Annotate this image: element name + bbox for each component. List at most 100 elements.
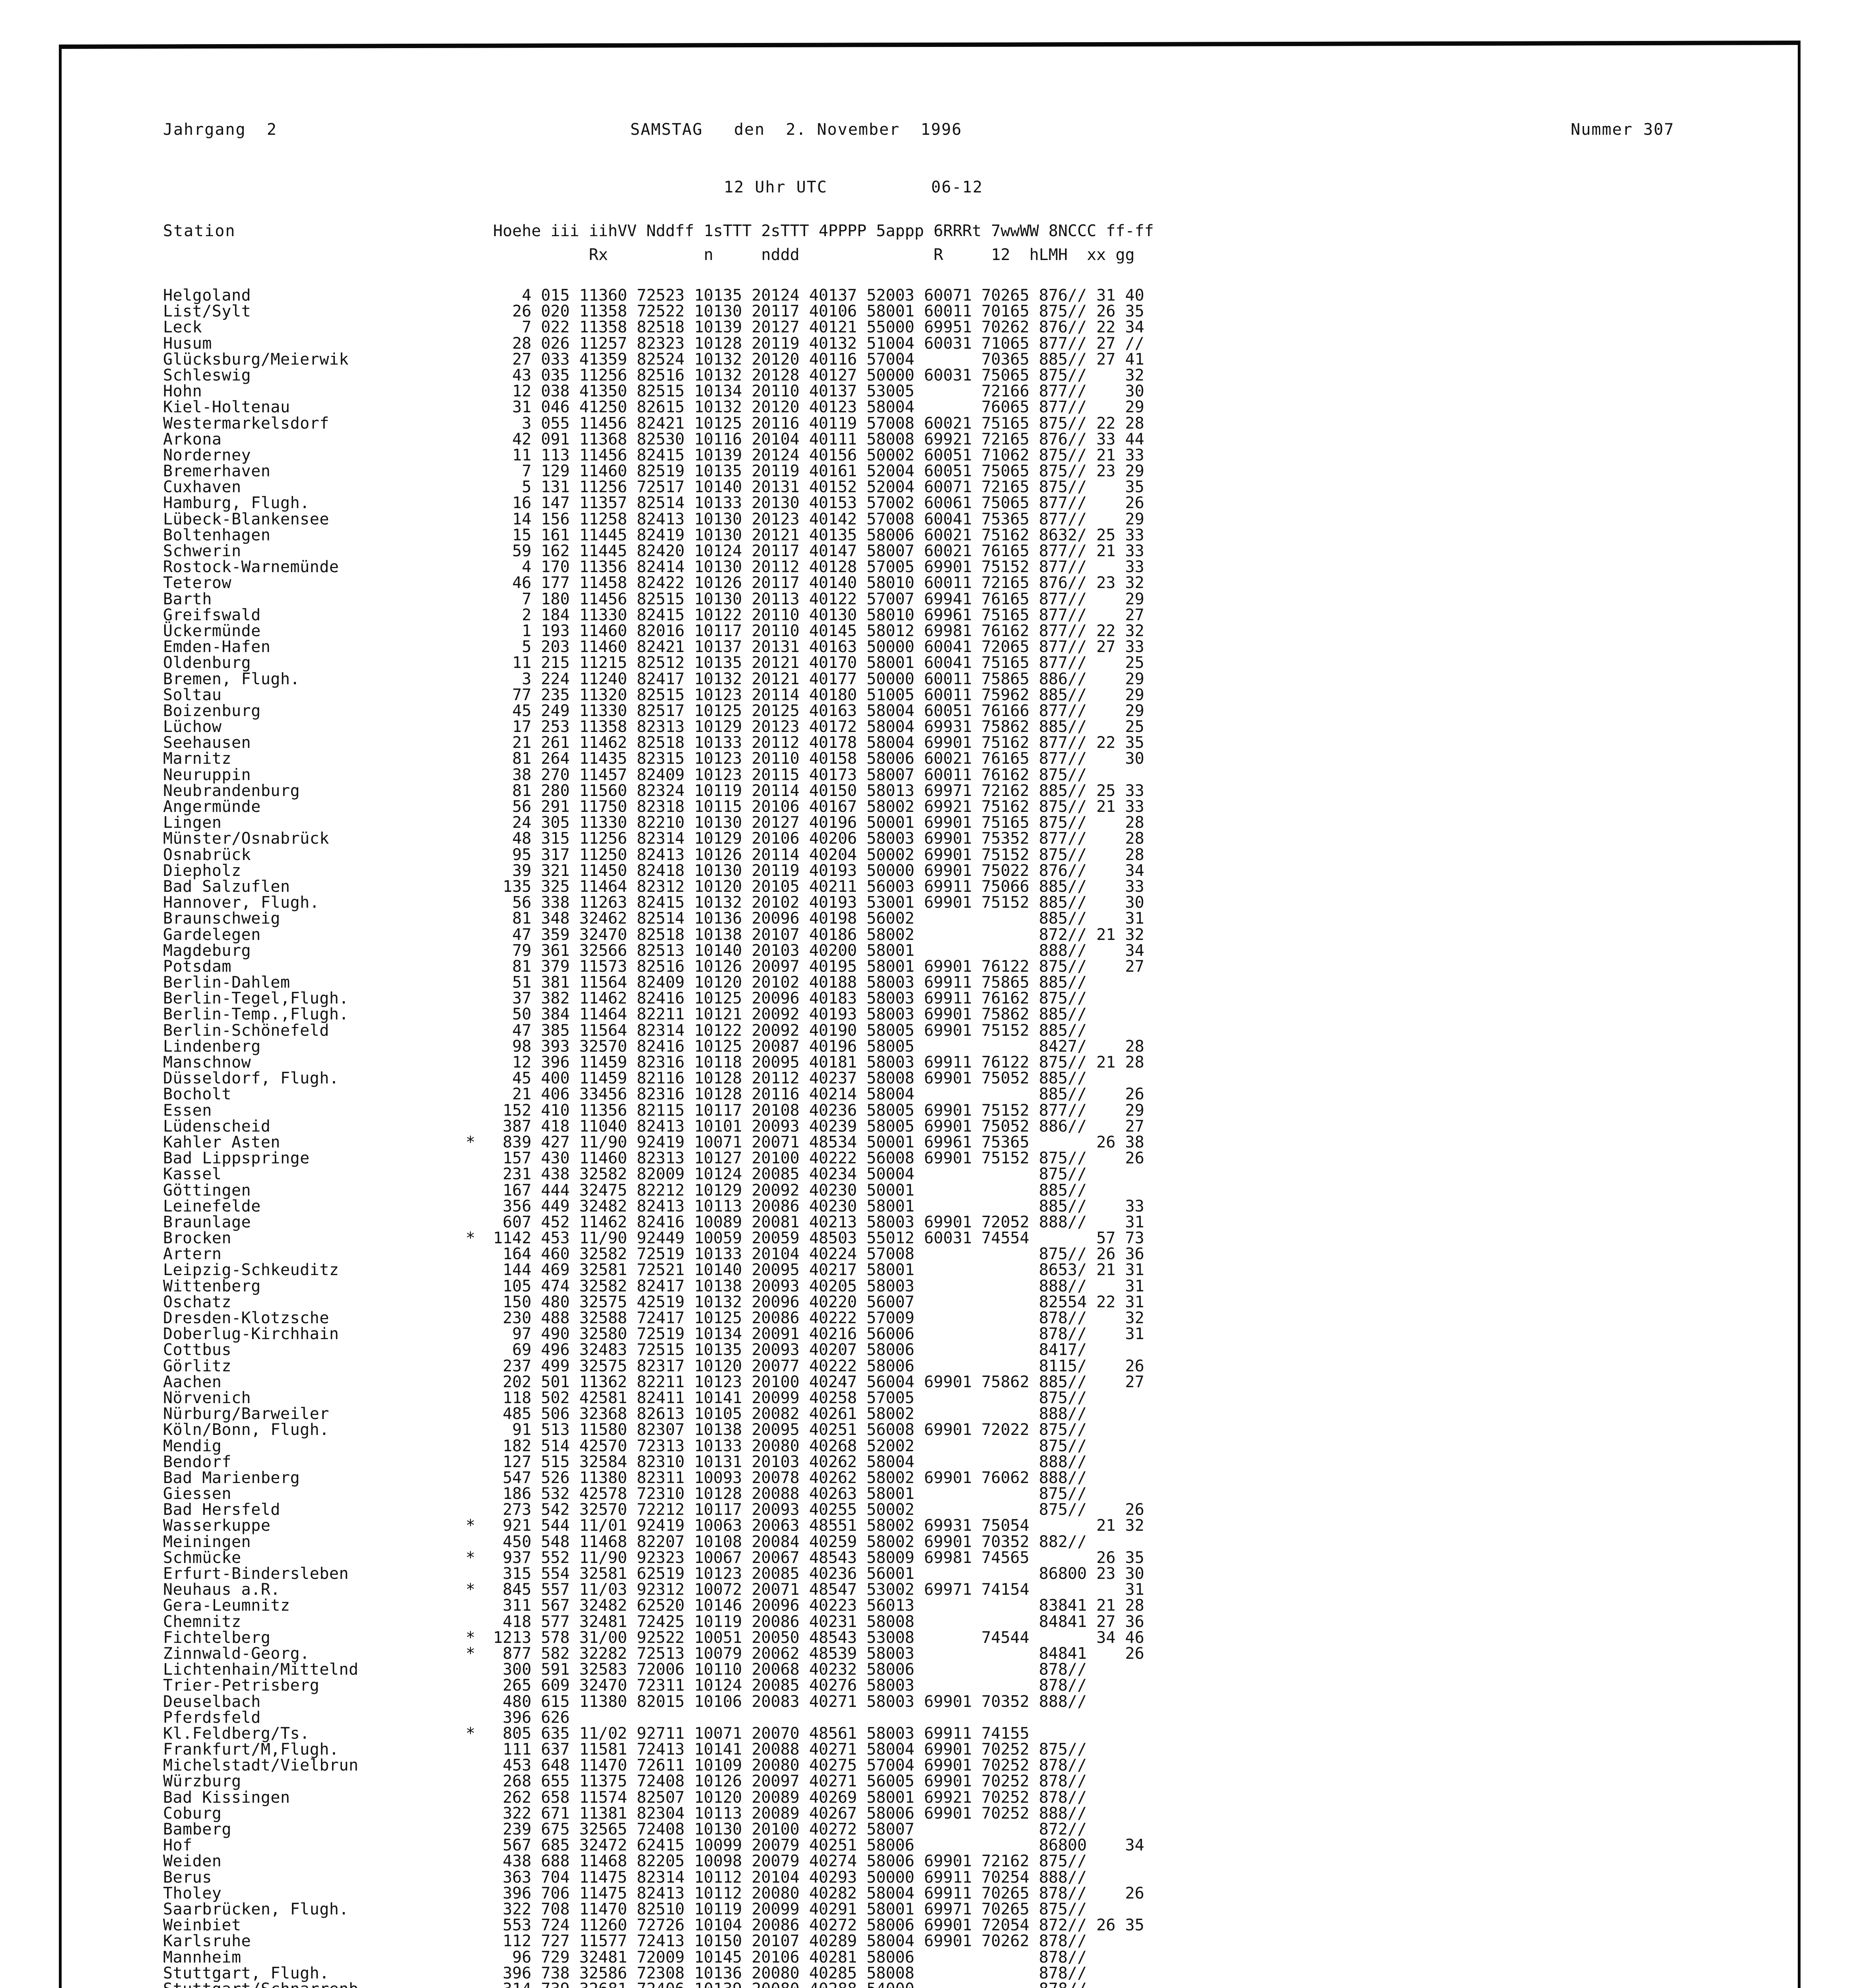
table-row: Görlitz 237 499 32575 82317 10120 20077 … bbox=[62, 1358, 1798, 1374]
column-header-line-1: Hoehe iii iihVV Nddff 1sTTT 2sTTT 4PPPP … bbox=[493, 222, 1154, 240]
observation-groups: 26 020 11358 72522 10130 20117 40106 580… bbox=[493, 302, 1144, 321]
table-row: Emden-Hafen 5 203 11460 82421 10137 2013… bbox=[62, 639, 1798, 655]
observation-groups: 81 264 11435 82315 10123 20110 40158 580… bbox=[493, 749, 1144, 768]
observation-groups: 96 729 32481 72009 10145 20106 40281 580… bbox=[493, 1948, 1087, 1967]
observation-groups: 14 156 11258 82413 10130 20123 40142 570… bbox=[493, 510, 1144, 528]
table-row: Frankfurt/M,Flugh. 111 637 11581 72413 1… bbox=[62, 1741, 1798, 1757]
table-row: Nörvenich 118 502 42581 82411 10141 2009… bbox=[62, 1390, 1798, 1406]
station-name: Arkona bbox=[163, 430, 222, 448]
table-row: Westermarkelsdorf 3 055 11456 82421 1012… bbox=[62, 415, 1798, 431]
station-name: Giessen bbox=[163, 1485, 232, 1503]
table-row: Berlin-Dahlem 51 381 11564 82409 10120 2… bbox=[62, 975, 1798, 990]
table-row: Cuxhaven 5 131 11256 72517 10140 20131 4… bbox=[62, 479, 1798, 495]
observation-groups: 42 091 11368 82530 10116 20104 40111 580… bbox=[493, 430, 1144, 448]
table-row: Saarbrücken, Flugh. 322 708 11470 82510 … bbox=[62, 1901, 1798, 1917]
observation-groups: 118 502 42581 82411 10141 20099 40258 57… bbox=[493, 1388, 1087, 1407]
table-row: Hohn 12 038 41350 82515 10134 20110 4013… bbox=[62, 383, 1798, 399]
observation-groups: 28 026 11257 82323 10128 20119 40132 510… bbox=[493, 334, 1144, 353]
observation-groups: 59 162 11445 82420 10124 20117 40147 580… bbox=[493, 542, 1144, 560]
station-name: Westermarkelsdorf bbox=[163, 414, 329, 433]
table-row: Kassel 231 438 32582 82009 10124 20085 4… bbox=[62, 1166, 1798, 1182]
station-name: Berlin-Tegel,Flugh. bbox=[163, 989, 349, 1008]
observation-groups: 396 738 32586 72308 10136 20080 40285 58… bbox=[493, 1964, 1087, 1982]
observation-groups: 56 338 11263 82415 10132 20102 40193 530… bbox=[493, 893, 1144, 912]
station-name: Görlitz bbox=[163, 1357, 232, 1375]
observation-groups: 4 170 11356 82414 10130 20112 40128 5700… bbox=[493, 558, 1144, 577]
table-row: Aachen 202 501 11362 82211 10123 20100 4… bbox=[62, 1374, 1798, 1390]
table-row: Bremerhaven 7 129 11460 82519 10135 2011… bbox=[62, 463, 1798, 479]
page-border-frame bbox=[59, 45, 1801, 1988]
station-name: Bad Salzuflen bbox=[163, 877, 290, 896]
observation-groups: 3 055 11456 82421 10125 20116 40119 5700… bbox=[493, 414, 1144, 433]
station-name: Manschnow bbox=[163, 1053, 251, 1072]
station-name: Rostock-Warnemünde bbox=[163, 558, 339, 577]
observation-groups: 450 548 11468 82207 10108 20084 40259 58… bbox=[493, 1532, 1087, 1551]
observation-groups: 105 474 32582 82417 10138 20093 40205 58… bbox=[493, 1277, 1144, 1295]
station-name: Schmücke bbox=[163, 1548, 241, 1567]
observation-groups: 150 480 32575 42519 10132 20096 40220 56… bbox=[493, 1293, 1144, 1311]
observation-groups: 11 215 11215 82512 10135 20121 40170 580… bbox=[493, 654, 1144, 672]
table-row: Bad Salzuflen 135 325 11464 82312 10120 … bbox=[62, 879, 1798, 895]
station-name: List/Sylt bbox=[163, 302, 251, 321]
station-name: Bad Marienberg bbox=[163, 1468, 300, 1487]
station-name: Essen bbox=[163, 1101, 212, 1120]
observation-groups: 480 615 11380 82015 10106 20083 40271 58… bbox=[493, 1692, 1087, 1711]
mountain-station-marker: * bbox=[466, 1229, 476, 1248]
observation-groups: 356 449 32482 82413 10113 20086 40230 58… bbox=[493, 1197, 1144, 1215]
table-row: Chemnitz 418 577 32481 72425 10119 20086… bbox=[62, 1613, 1798, 1629]
station-name: Mannheim bbox=[163, 1948, 241, 1967]
station-name: Tholey bbox=[163, 1884, 222, 1903]
table-row: Braunlage 607 452 11462 82416 10089 2008… bbox=[62, 1214, 1798, 1230]
table-row: Artern 164 460 32582 72519 10133 20104 4… bbox=[62, 1246, 1798, 1262]
observation-time-line: 12 Uhr UTC 06-12 bbox=[724, 178, 983, 196]
table-row: Stuttgart, Flugh. 396 738 32586 72308 10… bbox=[62, 1965, 1798, 1981]
table-row: Glücksburg/Meierwik 27 033 41359 82524 1… bbox=[62, 351, 1798, 367]
observation-groups: 31 046 41250 82615 10132 20120 40123 580… bbox=[493, 398, 1144, 417]
observation-groups: 7 129 11460 82519 10135 20119 40161 5200… bbox=[493, 462, 1144, 481]
observation-groups: 1 193 11460 82016 10117 20110 40145 5801… bbox=[493, 621, 1144, 640]
table-row: Lüdenscheid 387 418 11040 82413 10101 20… bbox=[62, 1118, 1798, 1134]
table-row: Meiningen 450 548 11468 82207 10108 2008… bbox=[62, 1532, 1798, 1551]
station-name: Lindenberg bbox=[163, 1037, 261, 1056]
observation-groups: 485 506 32368 82613 10105 20082 40261 58… bbox=[493, 1405, 1087, 1423]
table-row: Oschatz 150 480 32575 42519 10132 20096 … bbox=[62, 1294, 1798, 1310]
observation-groups: 239 675 32565 72408 10130 20100 40272 58… bbox=[493, 1820, 1087, 1839]
table-row: Bad Marienberg 547 526 11380 82311 10093… bbox=[62, 1470, 1798, 1486]
table-row: Lingen 24 305 11330 82210 10130 20127 40… bbox=[62, 815, 1798, 831]
observation-groups: 1213 578 31/00 92522 10051 20050 48543 5… bbox=[493, 1628, 1144, 1647]
table-row: Weiden 438 688 11468 82205 10098 20079 4… bbox=[62, 1853, 1798, 1869]
observation-groups: 1142 453 11/90 92449 10059 20059 48503 5… bbox=[493, 1229, 1144, 1248]
observation-groups: 17 253 11358 82313 10129 20123 40172 580… bbox=[493, 718, 1144, 736]
observation-groups: 547 526 11380 82311 10093 20078 40262 58… bbox=[493, 1468, 1087, 1487]
table-row: Schwerin 59 162 11445 82420 10124 20117 … bbox=[62, 543, 1798, 559]
table-row: Potsdam 81 379 11573 82516 10126 20097 4… bbox=[62, 959, 1798, 975]
observation-groups: 79 361 32566 82513 10140 20103 40200 580… bbox=[493, 941, 1144, 960]
station-name: Stuttgart, Flugh. bbox=[163, 1964, 329, 1982]
observation-groups: 273 542 32570 72212 10117 20093 40255 50… bbox=[493, 1501, 1144, 1519]
table-row: Ückermünde 1 193 11460 82016 10117 20110… bbox=[62, 623, 1798, 639]
station-name: Würzburg bbox=[163, 1772, 241, 1791]
station-name: Leinefelde bbox=[163, 1197, 261, 1215]
station-name: Diepholz bbox=[163, 861, 241, 880]
station-name: Ückermünde bbox=[163, 621, 261, 640]
station-name: Wittenberg bbox=[163, 1277, 261, 1295]
table-row: Brocken * 1142 453 11/90 92449 10059 20059… bbox=[62, 1230, 1798, 1246]
station-name: Nürburg/Barweiler bbox=[163, 1405, 329, 1423]
table-row: Bendorf 127 515 32584 82310 10131 20103 … bbox=[62, 1454, 1798, 1470]
table-row: Köln/Bonn, Flugh. 91 513 11580 82307 101… bbox=[62, 1422, 1798, 1438]
date-line: SAMSTAG den 2. November 1996 bbox=[630, 120, 962, 139]
observation-groups: 56 291 11750 82318 10115 20106 40167 580… bbox=[493, 798, 1144, 816]
table-row: Hof 567 685 32472 62415 10099 20079 4025… bbox=[62, 1837, 1798, 1853]
station-name: Bad Kissingen bbox=[163, 1788, 290, 1807]
observation-groups: 69 496 32483 72515 10135 20093 40207 580… bbox=[493, 1341, 1087, 1359]
station-name: Lübeck-Blankensee bbox=[163, 510, 329, 528]
table-row: Norderney 11 113 11456 82415 10139 20124… bbox=[62, 447, 1798, 463]
table-row: Braunschweig 81 348 32462 82514 10136 20… bbox=[62, 911, 1798, 926]
observation-groups: 805 635 11/02 92711 10071 20070 48561 58… bbox=[493, 1724, 1030, 1743]
station-name: Doberlug-Kirchhain bbox=[163, 1325, 339, 1343]
station-name: Zinnwald-Georg. bbox=[163, 1644, 310, 1663]
volume-label: Jahrgang 2 bbox=[163, 120, 277, 139]
observation-groups: 607 452 11462 82416 10089 20081 40213 58… bbox=[493, 1213, 1144, 1231]
table-row: Lübeck-Blankensee 14 156 11258 82413 101… bbox=[62, 511, 1798, 527]
station-name: Münster/Osnabrück bbox=[163, 829, 329, 848]
